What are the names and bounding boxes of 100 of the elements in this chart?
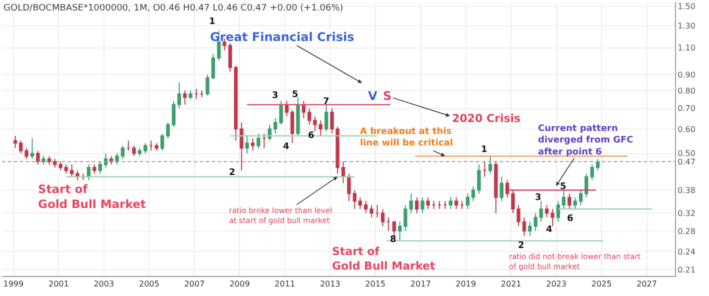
- candlestick: [279, 100, 283, 126]
- candlestick: [568, 193, 572, 210]
- candlestick: [172, 100, 176, 128]
- candlestick: [477, 164, 481, 194]
- candlestick: [380, 208, 385, 227]
- annotation: 5: [560, 182, 566, 192]
- y-tick-label: 0.28: [678, 226, 696, 236]
- candlestick: [245, 135, 249, 154]
- y-tick-label: 1.30: [678, 21, 696, 30]
- annotation: 7: [323, 97, 330, 107]
- y-tick-label: 0.50: [678, 149, 696, 158]
- candlestick: [318, 120, 322, 136]
- candlestick: [302, 100, 306, 119]
- candlestick: [562, 190, 566, 210]
- candlestick: [126, 140, 130, 152]
- x-tick-label: 2021: [500, 280, 522, 289]
- y-tick-label: 1.10: [678, 44, 696, 53]
- annotation: 1: [481, 145, 488, 155]
- annotation: A breakout at this line will be critical: [360, 127, 453, 149]
- candlestick: [494, 161, 498, 214]
- candlestick: [250, 138, 255, 152]
- candlestick: [398, 221, 402, 242]
- x-tick-label: 2027: [636, 280, 657, 289]
- x-tick-label: 2007: [184, 280, 205, 289]
- candlestick: [550, 208, 554, 227]
- x-tick-label: 2013: [320, 280, 340, 289]
- candlestick: [30, 138, 34, 160]
- annotation: 4: [546, 225, 552, 235]
- annotation: V: [368, 89, 378, 103]
- annotation: 8: [390, 235, 396, 245]
- candlestick: [206, 74, 210, 96]
- y-tick-label: 0.21: [678, 265, 696, 274]
- annotation: Start of Gold Bull Market: [38, 182, 146, 211]
- candlestick: [409, 193, 413, 214]
- x-tick-label: 2011: [274, 280, 296, 289]
- candlestick: [352, 190, 356, 210]
- candlestick: [375, 204, 380, 218]
- candlestick: [18, 140, 23, 154]
- y-tick-label: 0.60: [678, 124, 696, 134]
- candlestick: [154, 142, 158, 152]
- candlestick: [426, 196, 430, 210]
- annotation: 6: [567, 214, 574, 224]
- x-tick-label: 2017: [410, 280, 431, 289]
- candlestick: [24, 148, 28, 160]
- candlestick: [70, 164, 74, 178]
- candlestick: [505, 179, 510, 198]
- candlestick: [358, 196, 362, 210]
- candlestick: [92, 164, 96, 174]
- x-tick-label: 2019: [456, 280, 476, 289]
- candlestick: [64, 164, 68, 174]
- annotation: 2020 Crisis: [452, 112, 522, 125]
- candlestick: [138, 148, 142, 157]
- x-tick-label: 2003: [94, 280, 114, 289]
- candlestick: [392, 221, 396, 236]
- y-tick-label: 0.38: [678, 186, 696, 195]
- candlestick: [460, 200, 464, 210]
- candlestick: [590, 164, 594, 180]
- candlestick: [324, 104, 328, 132]
- candlestick: [228, 42, 232, 72]
- candlestick: [13, 135, 18, 149]
- candlestick: [466, 193, 470, 210]
- candlestick: [341, 161, 346, 184]
- candlestick: [556, 200, 560, 222]
- x-tick-label: 2025: [591, 280, 612, 289]
- candlestick: [211, 54, 216, 80]
- annotation: 4: [283, 142, 290, 152]
- candlestick: [313, 116, 317, 132]
- candlestick: [522, 216, 526, 236]
- x-tick-label: 2005: [138, 280, 160, 289]
- annotation: Start of Gold Bull Market: [332, 245, 436, 272]
- annotation: 3: [535, 193, 542, 203]
- candlestick: [53, 158, 57, 168]
- annotation: 3: [272, 91, 278, 101]
- x-tick-label: 2023: [546, 280, 566, 289]
- candlestick: [364, 200, 368, 214]
- y-tick-label: 0.90: [678, 70, 696, 80]
- y-tick-label: 0.80: [678, 86, 696, 96]
- candlestick: [386, 216, 390, 232]
- candlestick: [188, 90, 192, 100]
- candlestick: [160, 133, 164, 152]
- annotation: S: [383, 89, 392, 103]
- candlestick: [482, 161, 486, 178]
- candlestick: [596, 158, 600, 171]
- candlestick: [274, 118, 278, 134]
- annotation: 6: [308, 131, 314, 141]
- annotation: 1: [209, 17, 216, 27]
- candlestick: [256, 133, 260, 149]
- candlestick: [578, 190, 583, 206]
- candlestick: [544, 204, 549, 218]
- candlestick: [404, 204, 408, 232]
- y-tick-label: 0.32: [678, 208, 696, 218]
- candlestick: [262, 133, 266, 149]
- x-tick-label: 2009: [229, 280, 250, 289]
- candlestick: [284, 100, 289, 117]
- candlestick: [347, 173, 351, 202]
- candlestick: [296, 96, 300, 136]
- candlestick: [104, 152, 108, 168]
- candlestick: [120, 145, 125, 160]
- y-tick-label: 0.47: [678, 157, 696, 166]
- y-tick-label: 0.70: [678, 104, 696, 114]
